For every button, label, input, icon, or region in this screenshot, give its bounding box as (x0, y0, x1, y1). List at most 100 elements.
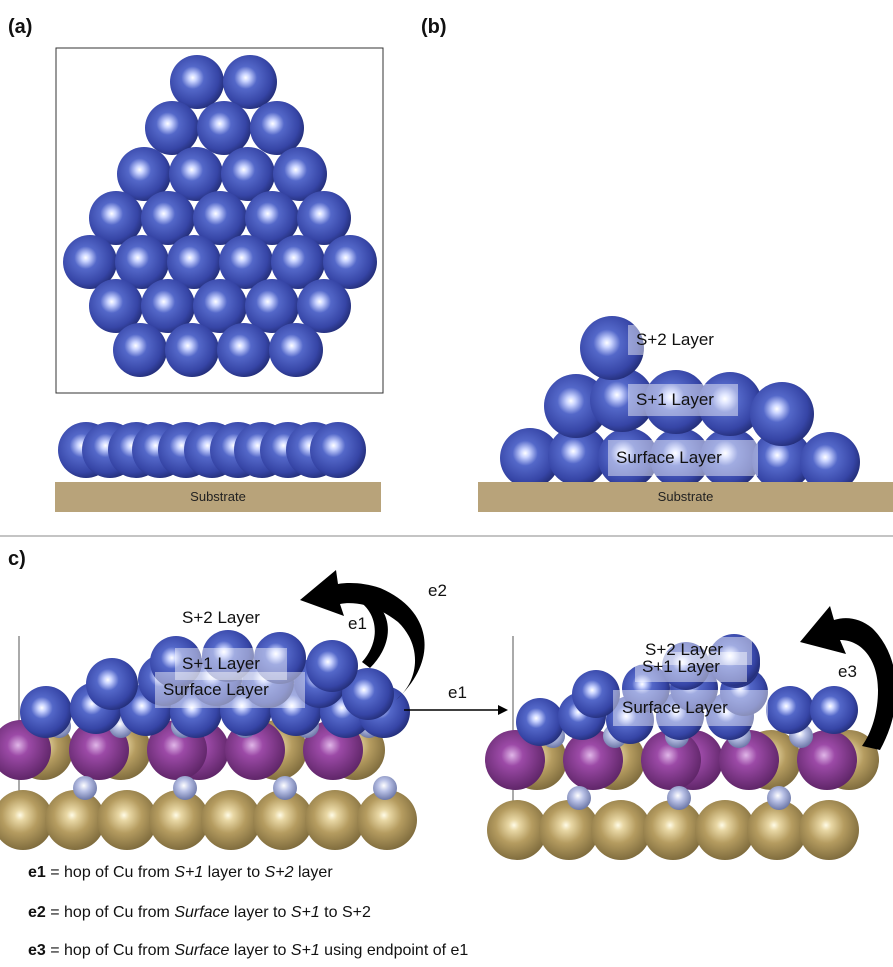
curved-arrow-e1 (354, 594, 388, 668)
legend-text-e3-sep: = hop of Cu from (45, 942, 175, 959)
cu-atom (700, 428, 760, 488)
gold-atom (799, 800, 859, 860)
cu-atom (117, 147, 171, 201)
cu-atom (89, 191, 143, 245)
gold-atom (747, 800, 807, 860)
substrate-bar-a (55, 482, 381, 512)
layer-label-surface-b: Surface Layer (616, 448, 722, 467)
label-box-surface-cl (155, 672, 305, 708)
legend-text-e3-tail: using endpoint of e1 (319, 942, 469, 959)
cu-atom (273, 147, 327, 201)
cu-atom (598, 428, 658, 488)
label-box-s1-b (628, 384, 738, 416)
cu-atom (219, 235, 273, 289)
cu-atom (306, 640, 358, 692)
legend-text-e2-tail: to S+2 (319, 904, 371, 921)
arrow-label-e1-transition: e1 (448, 683, 467, 702)
substrate-label-b: Substrate (657, 489, 714, 504)
cu-atom (20, 686, 72, 738)
cu-atom (169, 147, 223, 201)
cu-atom (650, 428, 710, 488)
legend-text-e3-mid: layer to (229, 942, 291, 959)
cluster-side-view-flat (58, 422, 366, 478)
legend-text-e2-a: Surface (174, 904, 230, 921)
cluster-side-view-3d (500, 316, 860, 492)
cu-atom (165, 323, 219, 377)
cu-atom (193, 191, 247, 245)
cu-atom (500, 428, 560, 488)
legend-text-e1-b: S+2 (264, 864, 294, 881)
cu-atom (766, 686, 814, 734)
cu-atom (89, 279, 143, 333)
legend-text-e1-tail: layer (293, 864, 333, 881)
layer-label-s2-b: S+2 Layer (636, 330, 714, 349)
layer-label-s1-cr: S+1 Layer (642, 657, 720, 676)
cu-atom (644, 370, 708, 434)
small-atom (767, 786, 791, 810)
label-box-s1-cr (635, 652, 747, 682)
cu-atom (223, 55, 277, 109)
substrate-label-a: Substrate (190, 489, 246, 504)
label-box-surface-cr (613, 690, 768, 726)
curved-arrow-e3 (800, 606, 893, 750)
cu-atom (342, 668, 394, 720)
purple-atom (485, 730, 545, 790)
gold-atom (0, 790, 53, 850)
legend-text-e2-mid: layer to (229, 904, 291, 921)
gold-atom (45, 790, 105, 850)
cu-atom (323, 235, 377, 289)
layer-label-s1-cl: S+1 Layer (182, 654, 260, 673)
structure-after-hop (485, 634, 879, 860)
legend-text-e3-b: S+1 (290, 942, 320, 959)
small-atom (373, 776, 397, 800)
curved-arrow-e2 (300, 570, 425, 700)
cu-atom (590, 368, 654, 432)
label-box-s2-b (628, 325, 736, 355)
cu-atom (197, 101, 251, 155)
gold-atom (643, 800, 703, 860)
cu-atom (698, 372, 762, 436)
legend-key-e3: e3 (28, 942, 46, 959)
gold-atom (97, 790, 157, 850)
purple-atom (797, 730, 857, 790)
gold-atom (253, 790, 313, 850)
cu-atom (113, 323, 167, 377)
cu-atom (141, 191, 195, 245)
small-atom (567, 786, 591, 810)
legend-text-e1-a: S+1 (174, 864, 204, 881)
cu-atom (202, 630, 254, 682)
label-box-s1-cl (175, 648, 287, 680)
gold-atom (539, 800, 599, 860)
substrate-atoms-right (485, 724, 879, 860)
cu-atom (572, 670, 620, 718)
legend-text-e2-sep: = hop of Cu from (45, 904, 175, 921)
cu-atom (167, 235, 221, 289)
top-view-frame (55, 47, 384, 394)
panel-label-a: (a) (8, 16, 33, 38)
small-atom (667, 786, 691, 810)
cu-atom (297, 191, 351, 245)
legend-text-e2-b: S+1 (290, 904, 320, 921)
cu-atom (245, 191, 299, 245)
panel-label-b: (b) (421, 16, 447, 38)
gold-atom (357, 790, 417, 850)
small-atom (73, 776, 97, 800)
legend-text-e3-a: Surface (174, 942, 230, 959)
small-atom (273, 776, 297, 800)
cu-atom (516, 698, 564, 746)
cu-atom (217, 323, 271, 377)
cu-atom (271, 235, 325, 289)
legend-text-e1-sep: = hop of Cu from (45, 864, 175, 881)
structure-before-hop (0, 630, 417, 850)
layer-label-s2-cl: S+2 Layer (182, 608, 260, 627)
gold-atom (201, 790, 261, 850)
arrow-label-e1-curve: e1 (348, 614, 367, 633)
cu-atom (800, 432, 860, 492)
cu-atom (254, 632, 306, 684)
legend-line-e1: e1 = hop of Cu from S+1 layer to S+2 lay… (28, 864, 333, 882)
layer-label-s1-b: S+1 Layer (636, 390, 714, 409)
legend-text-e1-mid: layer to (203, 864, 265, 881)
cu-atom (662, 642, 710, 690)
layer-label-surface-cl: Surface Layer (163, 680, 269, 699)
